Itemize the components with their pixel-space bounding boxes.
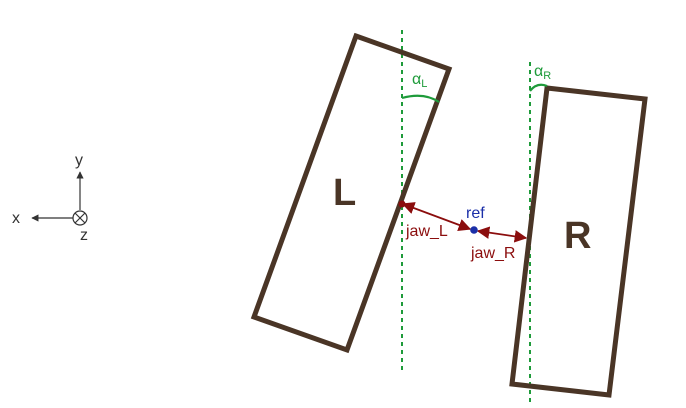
left-jaw-contact-point [398,200,406,208]
jaw-left-measure-arrow [401,202,472,231]
left-jaw-letter: L [333,172,356,214]
y-axis-label: y [75,152,83,169]
right-jaw-letter: R [564,215,591,257]
jaw-right-measure-arrow [476,226,528,243]
left-jaw [250,32,453,354]
left-angle-label: αL [412,71,427,90]
left-angle-subscript: L [421,78,427,90]
right-angle-label: αR [534,63,551,82]
jaw-right-label: jaw_R [470,245,515,262]
right-jaw [509,85,648,398]
x-axis-label: x [12,210,20,227]
axis-indicator: y x z [12,152,88,244]
reference-point [470,226,478,234]
right-angle-subscript: R [543,70,551,82]
jaw-left-label: jaw_L [405,223,448,240]
right-angle-arc [529,83,548,92]
reference-label: ref [466,205,485,222]
z-axis-label: z [80,227,88,244]
z-axis-into-page-icon [72,210,88,226]
left-angle-arc [401,94,440,103]
